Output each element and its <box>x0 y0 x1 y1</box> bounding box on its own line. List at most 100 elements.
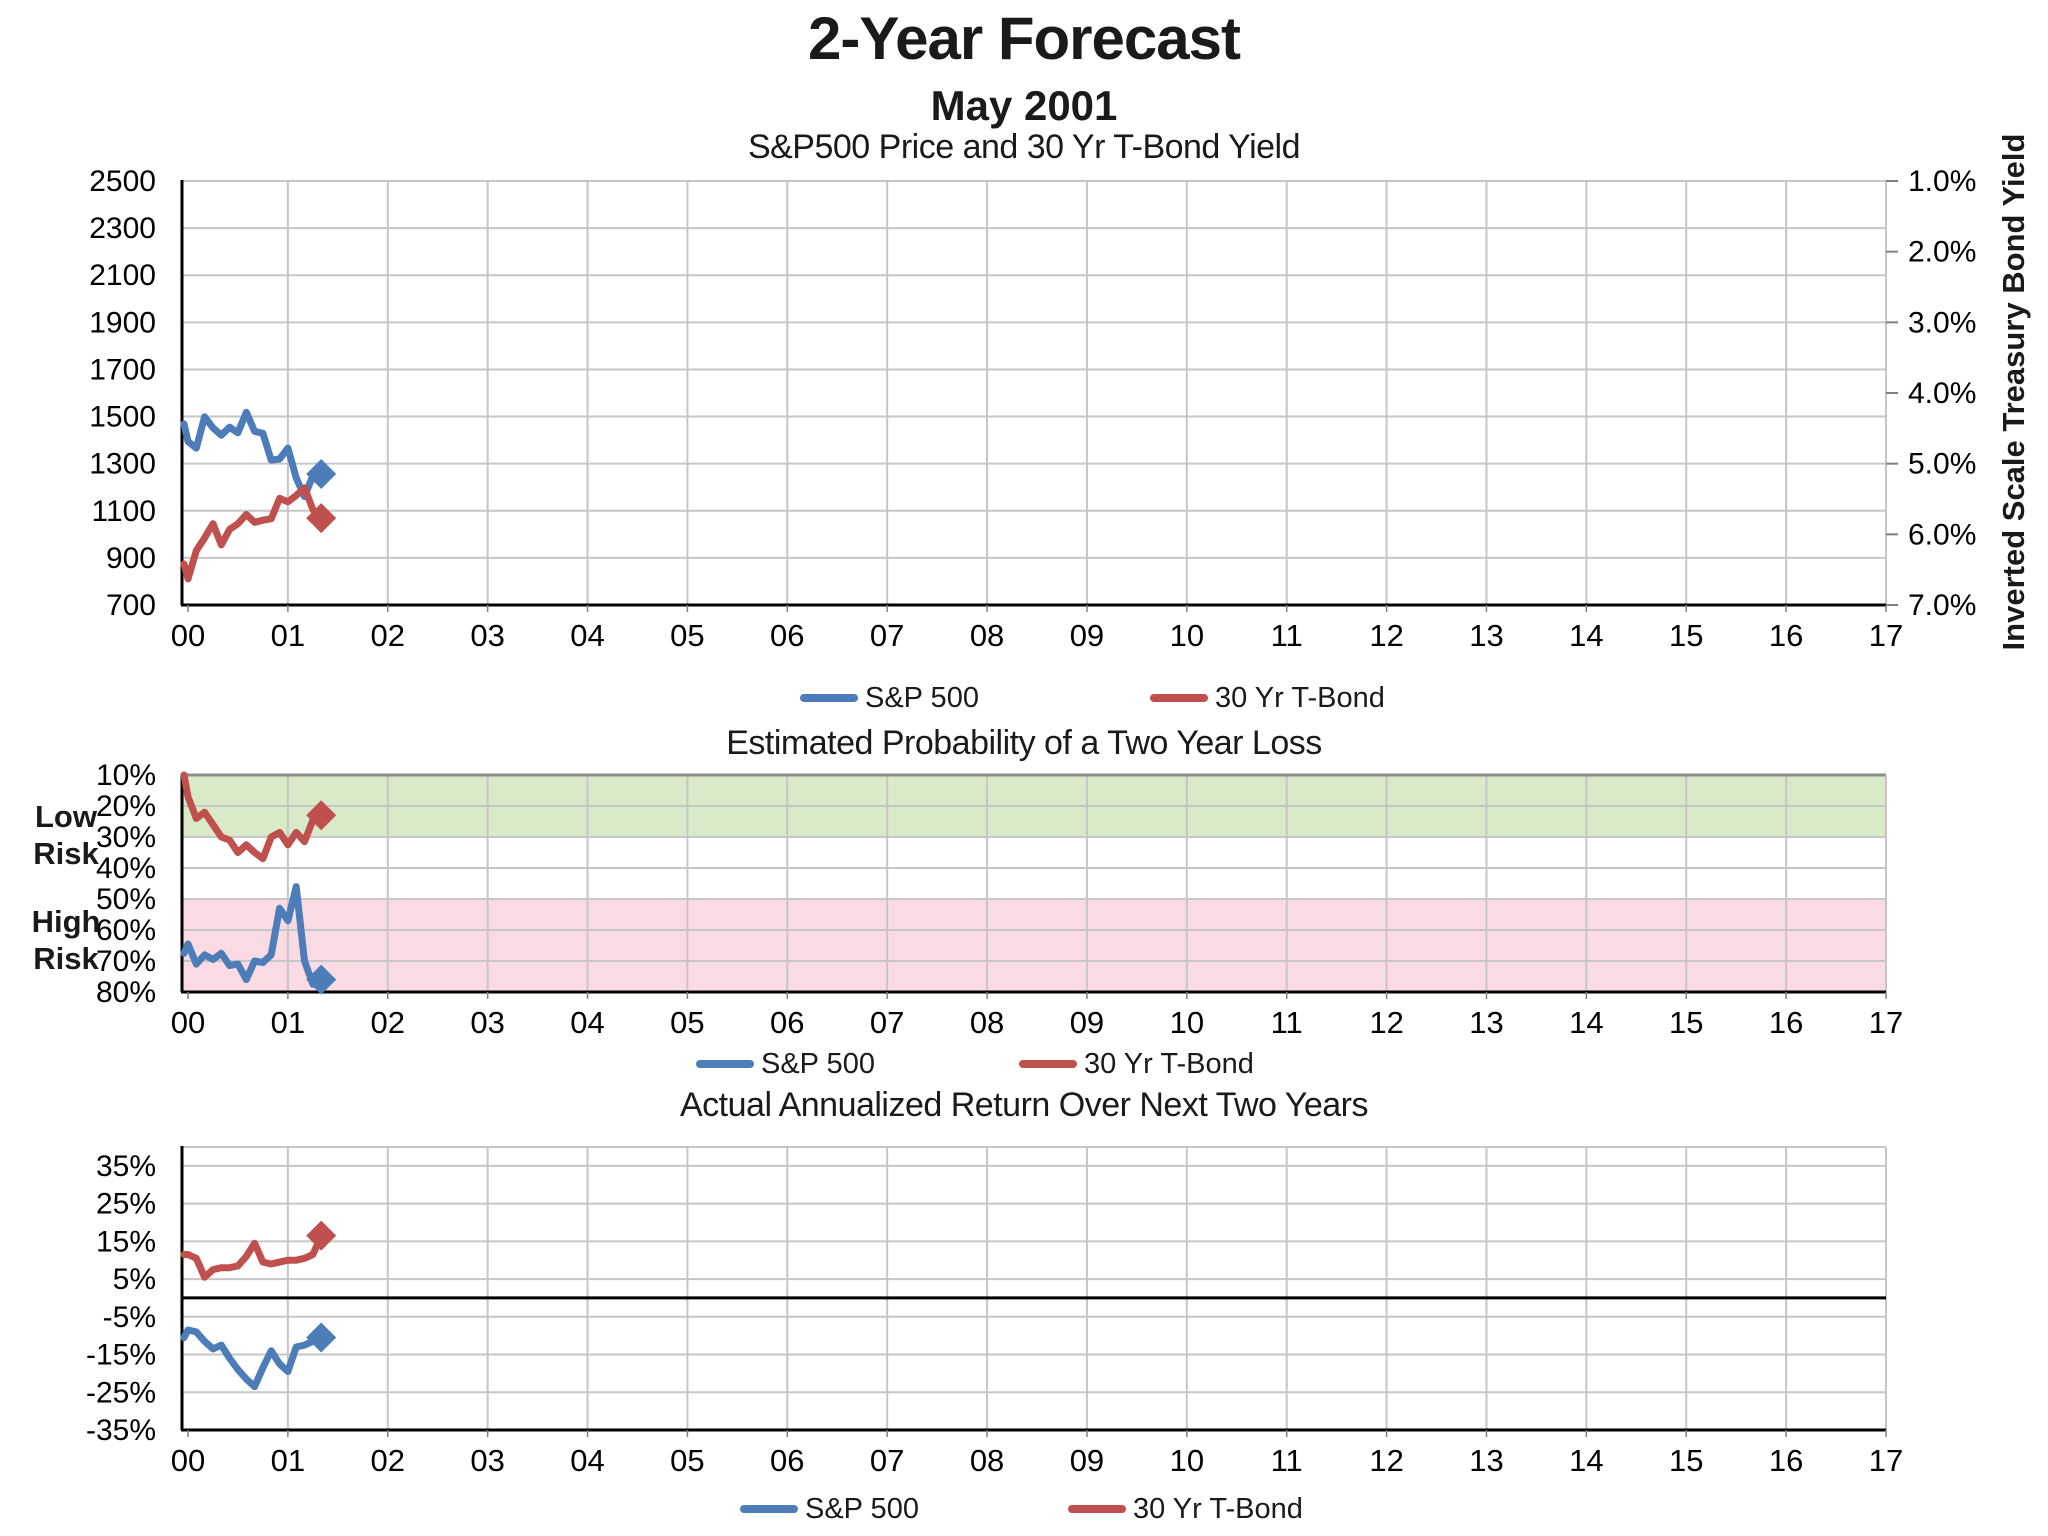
x-tick-label: 07 <box>870 1443 904 1478</box>
x-tick-label: 00 <box>171 1005 205 1040</box>
y-tick-label: 40% <box>96 852 156 885</box>
tbond-diamond-marker <box>306 1220 337 1251</box>
chart-1-title: S&P500 Price and 30 Yr T-Bond Yield <box>747 128 1301 166</box>
chart-1-plot: 2500 2300 2100 1900 1700 1500 1300 1100 900 700 00… <box>89 165 1976 653</box>
x-tick-label: 12 <box>1369 1005 1403 1040</box>
x-tick-label: 11 <box>1271 1443 1303 1478</box>
low-risk-label: Low Risk <box>33 799 99 871</box>
right-tick-label: 1.0% <box>1908 165 1976 198</box>
x-tick-label: 14 <box>1569 1443 1603 1478</box>
right-tick-label: 2.0% <box>1908 236 1976 269</box>
y-tick-label: 1500 <box>89 401 156 434</box>
legend-label: 30 Yr T-Bond <box>1133 1492 1303 1525</box>
y-tick-label: 80% <box>96 976 156 1009</box>
tbond-line-swatch-icon <box>1068 1505 1126 1513</box>
x-tick-label: 06 <box>770 1005 804 1040</box>
x-tick-label: 16 <box>1769 1005 1803 1040</box>
x-tick-label: 01 <box>271 618 305 653</box>
page-title: 2-Year Forecast <box>808 5 1241 72</box>
sp500-diamond-marker <box>306 1322 337 1353</box>
chart-3-legend: S&P 500 30 Yr T-Bond <box>0 1492 2048 1526</box>
x-tick-label: 15 <box>1669 618 1703 653</box>
legend-label: S&P 500 <box>805 1492 919 1525</box>
sp500-line <box>180 408 325 501</box>
x-tick-label: 03 <box>470 618 504 653</box>
x-tick-label: 02 <box>371 1005 405 1040</box>
y-tick-label: 35% <box>96 1150 156 1183</box>
x-tick-label: 15 <box>1669 1005 1703 1040</box>
x-tick-label: 07 <box>870 618 904 653</box>
right-tick-label: 3.0% <box>1908 306 1976 339</box>
y-tick-label: 60% <box>96 914 156 947</box>
right-tick-label: 6.0% <box>1908 518 1976 551</box>
x-tick-label: 00 <box>171 618 205 653</box>
right-axis-title: Inverted Scale Treasury Bond Yield <box>1996 133 2031 651</box>
y-tick-label: 50% <box>96 883 156 916</box>
x-tick-label: 14 <box>1569 618 1603 653</box>
x-tick-label: 04 <box>570 618 604 653</box>
band <box>182 899 1886 992</box>
x-tick-label: 10 <box>1170 1005 1204 1040</box>
x-tick-label: 04 <box>570 1005 604 1040</box>
legend-entry-sp500: S&P 500 <box>800 681 979 715</box>
x-tick-label: 15 <box>1669 1443 1703 1478</box>
y-tick-label: 1300 <box>89 448 156 481</box>
y-tick-label: 2300 <box>89 212 156 245</box>
sp500-line <box>180 883 325 988</box>
y-tick-label: 1900 <box>89 306 156 339</box>
chart-2-title: Estimated Probability of a Two Year Loss <box>726 724 1322 762</box>
x-tick-label: 01 <box>271 1005 305 1040</box>
x-tick-label: 11 <box>1271 1005 1303 1040</box>
legend-entry-tbond: 30 Yr T-Bond <box>1019 1047 1254 1081</box>
tbond-line-swatch-icon <box>1019 1060 1077 1068</box>
right-tick-label: 5.0% <box>1908 448 1976 481</box>
legend-entry-sp500: S&P 500 <box>740 1492 919 1526</box>
tbond-diamond-marker <box>306 503 337 534</box>
x-tick-label: 05 <box>670 1443 704 1478</box>
y-tick-label: -15% <box>86 1339 156 1372</box>
x-tick-label: 09 <box>1070 1443 1104 1478</box>
y-tick-label: -35% <box>86 1414 156 1447</box>
y-tick-label: 10% <box>96 759 156 792</box>
y-tick-label: 2100 <box>89 259 156 292</box>
x-tick-label: 10 <box>1170 618 1204 653</box>
x-tick-label: 08 <box>970 1005 1004 1040</box>
y-tick-label: 700 <box>106 589 156 622</box>
x-tick-label: 03 <box>470 1005 504 1040</box>
high-risk-label: High Risk <box>31 904 101 976</box>
x-tick-label: 12 <box>1369 618 1403 653</box>
x-tick-label: 17 <box>1869 1443 1903 1478</box>
y-tick-label: 15% <box>96 1225 156 1258</box>
y-tick-label: 5% <box>113 1263 156 1296</box>
x-tick-label: 02 <box>371 1443 405 1478</box>
x-tick-label: 06 <box>770 618 804 653</box>
x-tick-label: 16 <box>1769 618 1803 653</box>
x-tick-label: 08 <box>970 618 1004 653</box>
legend-label: 30 Yr T-Bond <box>1215 681 1385 714</box>
legend-label: S&P 500 <box>865 681 979 714</box>
tbond-line <box>180 771 325 863</box>
x-tick-label: 13 <box>1469 1005 1503 1040</box>
tbond-line <box>180 484 325 583</box>
x-tick-label: 03 <box>470 1443 504 1478</box>
x-tick-label: 17 <box>1869 618 1903 653</box>
x-tick-label: 12 <box>1369 1443 1403 1478</box>
x-tick-label: 11 <box>1271 618 1303 653</box>
chart-2-legend: S&P 500 30 Yr T-Bond <box>0 1047 2048 1081</box>
tbond-diamond-marker <box>306 800 337 831</box>
y-tick-label: 1700 <box>89 353 156 386</box>
sp500-diamond-marker <box>306 964 337 995</box>
y-tick-label: 70% <box>96 945 156 978</box>
right-tick-label: 4.0% <box>1908 377 1976 410</box>
tbond-line-swatch-icon <box>1150 694 1208 702</box>
legend-entry-sp500: S&P 500 <box>696 1047 875 1081</box>
x-tick-label: 13 <box>1469 1443 1503 1478</box>
tbond-line <box>180 1232 325 1281</box>
sp500-line <box>180 1326 325 1391</box>
x-tick-label: 10 <box>1170 1443 1204 1478</box>
x-tick-label: 09 <box>1070 618 1104 653</box>
x-tick-label: 08 <box>970 1443 1004 1478</box>
legend-entry-tbond: 30 Yr T-Bond <box>1068 1492 1303 1526</box>
